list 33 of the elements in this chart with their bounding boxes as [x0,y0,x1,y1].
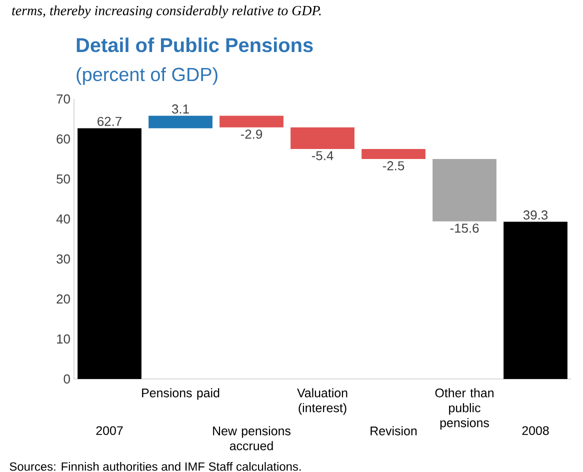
bar [362,148,426,159]
x-tick-label: Valuation (interest) [297,388,348,415]
y-tick-label: 60 [56,134,70,144]
bar [148,116,212,128]
chart-subtitle: (percent of GDP) [76,67,218,85]
chart-title: Detail of Public Pensions [76,38,313,52]
data-label: 39.3 [523,210,548,220]
data-label: 62.7 [98,116,122,126]
y-tick-label: 30 [56,254,70,264]
source-note: Sources: Finnish authorities and IMF Staff calculations. [10,462,301,471]
y-tick-label: 10 [57,334,70,344]
text: terms, thereby increasing considerably relative to GDP. [12,6,321,18]
y-tick-label: 50 [56,174,70,184]
y-tick-label: 70 [56,94,70,104]
bar [432,158,496,222]
x-tick-label: Pensions paid [142,388,220,400]
data-label: -2.5 [382,161,404,170]
y-tick-label: 0 [64,374,70,384]
bar [220,116,284,128]
bar [78,128,142,379]
x-tick-label: Revision [370,426,417,436]
bar [504,222,568,379]
bar [290,127,354,149]
data-label: -2.9 [240,130,262,139]
x-tick-label: New pensions accrued [213,426,290,450]
x-tick-label: 2008 [522,426,549,436]
data-label: 3.1 [172,104,189,114]
x-tick-label: 2007 [96,426,123,436]
x-tick-label: Other than public pensions [435,388,494,430]
data-label: -15.6 [450,224,479,233]
data-label: -5.4 [312,151,334,160]
y-tick-label: 20 [56,294,70,304]
y-tick-label: 40 [56,214,70,224]
